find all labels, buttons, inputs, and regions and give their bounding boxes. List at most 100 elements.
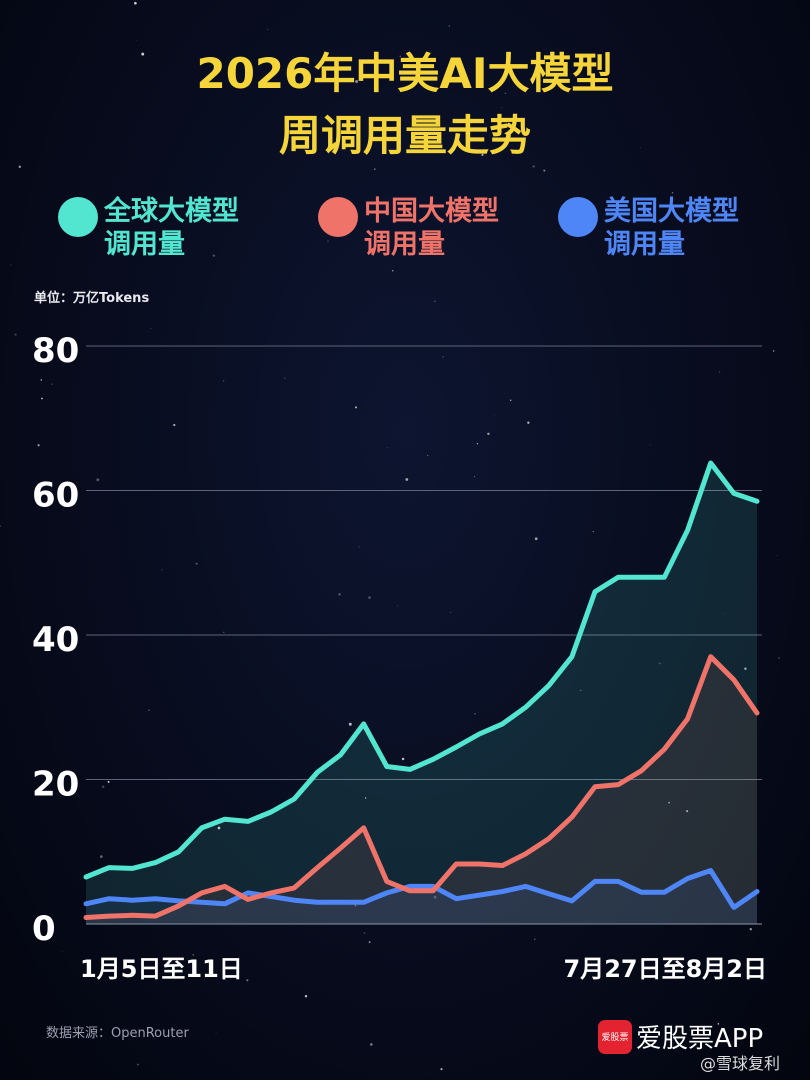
star-dot: [474, 712, 476, 715]
star-dot: [744, 667, 747, 671]
star-dot: [405, 478, 409, 481]
star-dot: [369, 1043, 373, 1046]
brand-logo-icon: 爱股票: [598, 1019, 632, 1054]
star-dot: [217, 826, 221, 830]
star-dot: [534, 537, 538, 541]
star-dot: [649, 444, 651, 446]
star-dot: [358, 546, 360, 548]
star-dot: [51, 383, 53, 385]
legend-item-us: 美国大模型 调用量: [558, 195, 764, 261]
star-dot: [427, 454, 429, 456]
star-dot: [173, 423, 176, 427]
star-dot: [215, 1032, 217, 1034]
star-dot: [14, 333, 17, 336]
star-dot: [368, 941, 371, 944]
series-area: [86, 656, 757, 924]
star-dot: [37, 444, 40, 447]
weibo-handle: @雪球复利: [700, 1054, 781, 1073]
star-dot: [504, 92, 507, 95]
star-dot: [304, 995, 308, 998]
star-dot: [450, 612, 452, 613]
star-dot: [442, 356, 444, 358]
star-dot: [373, 168, 376, 170]
star-dot: [368, 596, 371, 599]
star-dot: [543, 169, 546, 172]
star-dot: [267, 29, 269, 31]
star-dot: [134, 1, 137, 5]
legend-label-china: 中国大模型 调用量: [364, 196, 499, 260]
star-dot: [222, 380, 225, 382]
star-dot: [772, 350, 775, 352]
star-dot: [527, 421, 530, 424]
star-dot: [534, 938, 536, 940]
star-dot: [246, 979, 249, 982]
star-dot: [348, 722, 352, 726]
star-dot: [686, 810, 689, 813]
star-dot: [493, 414, 495, 416]
star-dot: [62, 951, 63, 952]
brand-logo-group: 爱股票 爱股票APP: [598, 1018, 763, 1055]
chart-title-line1: 2026年中美AI大模型: [196, 49, 614, 98]
y-tick-label: 60: [32, 476, 79, 516]
star-dot: [386, 447, 388, 449]
brand-name: 爱股票APP: [636, 1024, 764, 1054]
star-dot: [0, 525, 1, 528]
star-dot: [355, 406, 357, 409]
source-label: 数据来源：OpenRouter: [46, 1026, 189, 1041]
chart-title-line2: 周调用量走势: [278, 111, 531, 160]
legend-dot-us-icon: [558, 197, 598, 237]
star-dot: [440, 1068, 443, 1071]
star-dot: [476, 443, 479, 445]
star-dot: [592, 530, 594, 533]
star-dot: [327, 240, 329, 242]
series-area: [86, 463, 757, 924]
x-tick-label: 1月5日至11日: [80, 955, 243, 983]
star-dot: [391, 269, 394, 272]
star-dot: [338, 593, 341, 596]
y-tick-label: 80: [32, 331, 79, 371]
star-dot: [778, 657, 780, 659]
star-dot: [161, 569, 163, 571]
star-dot: [474, 476, 475, 477]
star-dot: [487, 432, 490, 436]
legend-dot-china-icon: [318, 197, 358, 237]
y-tick-label: 20: [32, 765, 79, 805]
star-dot: [671, 191, 674, 194]
star-dot: [399, 55, 401, 57]
star-dot: [192, 953, 195, 956]
series-line: [83, 868, 760, 910]
legend-dot-global-icon: [58, 197, 98, 237]
star-dot: [223, 631, 225, 633]
star-dot: [212, 254, 216, 257]
legend-item-global: 全球大模型 调用量: [58, 195, 264, 261]
star-dot: [284, 377, 286, 379]
star-dot: [354, 904, 357, 907]
star-dot: [723, 613, 725, 615]
star-dot: [41, 397, 43, 400]
star-dot: [401, 757, 405, 761]
star-dot: [364, 797, 367, 799]
star-dot: [532, 165, 535, 168]
star-dot: [148, 709, 150, 711]
star-dot: [433, 895, 437, 899]
series-area: [86, 870, 757, 924]
star-dot: [749, 928, 752, 931]
star-dot: [434, 300, 436, 303]
star-dot: [531, 81, 534, 84]
star-dot: [510, 399, 512, 401]
series-line: [83, 654, 760, 920]
star-dot: [580, 689, 582, 691]
legend-label-global: 全球大模型 调用量: [104, 196, 239, 260]
star-dot: [501, 106, 503, 108]
y-tick-label: 40: [32, 620, 79, 660]
star-dot: [150, 328, 152, 329]
star-dot: [448, 25, 450, 27]
star-dot: [18, 165, 21, 168]
star-dot: [10, 264, 12, 266]
star-dot: [109, 240, 112, 243]
star-dot: [639, 147, 641, 149]
x-tick-label: 7月27日至8月2日: [564, 955, 768, 983]
star-dot: [481, 153, 484, 156]
star-dot: [355, 80, 359, 83]
